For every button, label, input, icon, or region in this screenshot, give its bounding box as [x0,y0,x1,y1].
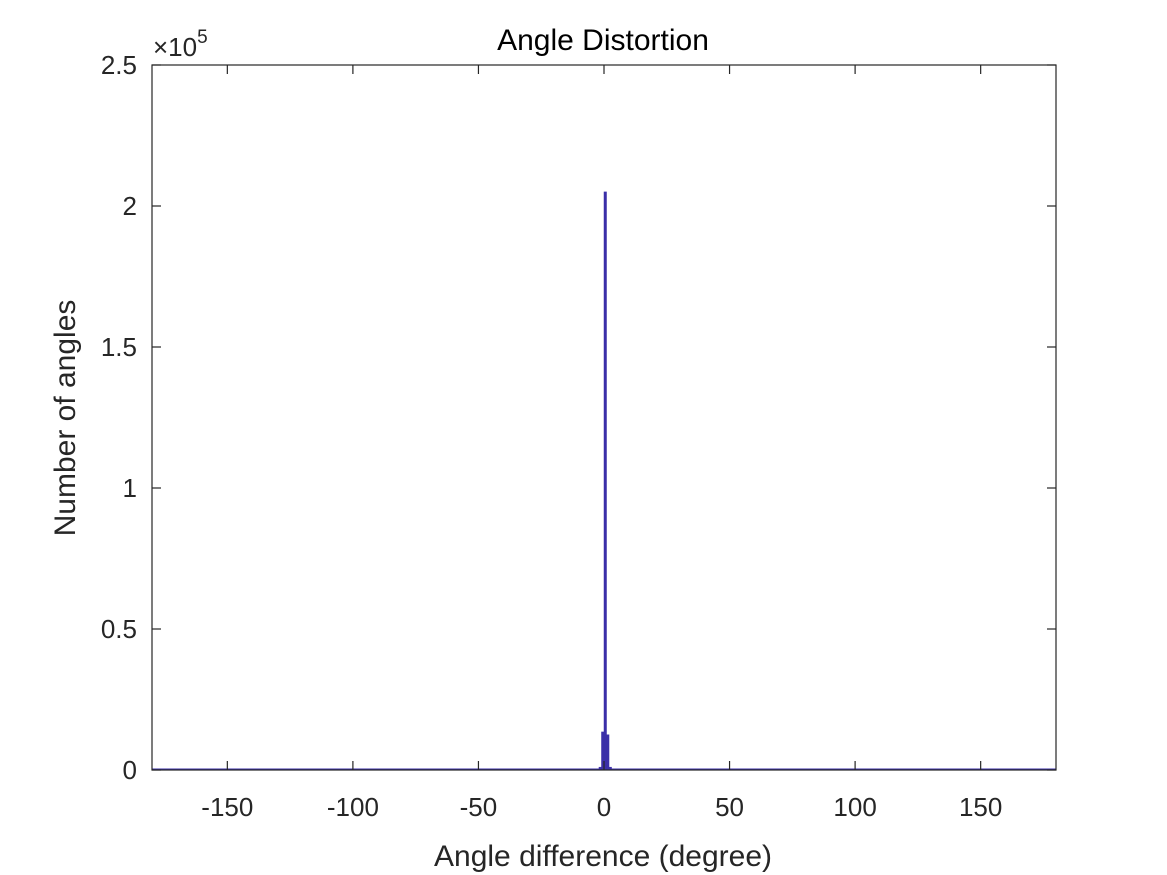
x-tick-label: 100 [833,792,876,822]
x-tick-label: -150 [201,792,253,822]
histogram-bar [606,734,610,771]
y-tick-label: 0.5 [101,614,137,644]
x-tick-label: -50 [460,792,498,822]
y-axis-ticks: 0 0.5 1 1.5 2 2.5 [101,50,1056,785]
y-tick-label: 1.5 [101,332,137,362]
y-axis-exponent-base: ×10 [153,32,197,62]
y-tick-label: 2.5 [101,50,137,80]
histogram-bar [603,191,607,771]
y-tick-label: 1 [123,473,137,503]
x-tick-label: 150 [959,792,1002,822]
x-tick-label: -100 [327,792,379,822]
y-tick-label: 0 [123,755,137,785]
x-tick-label: 0 [597,792,611,822]
x-axis-ticks: -150 -100 -50 0 50 100 150 [201,65,1002,822]
x-axis-label: Angle difference (degree) [434,840,772,873]
y-axis-exponent: ×105 [153,27,208,62]
y-axis-label: Number of angles [49,300,82,537]
y-axis-exponent-power: 5 [197,27,208,48]
y-tick-label: 2 [123,191,137,221]
chart-title: Angle Distortion [497,24,709,57]
x-tick-label: 50 [715,792,744,822]
